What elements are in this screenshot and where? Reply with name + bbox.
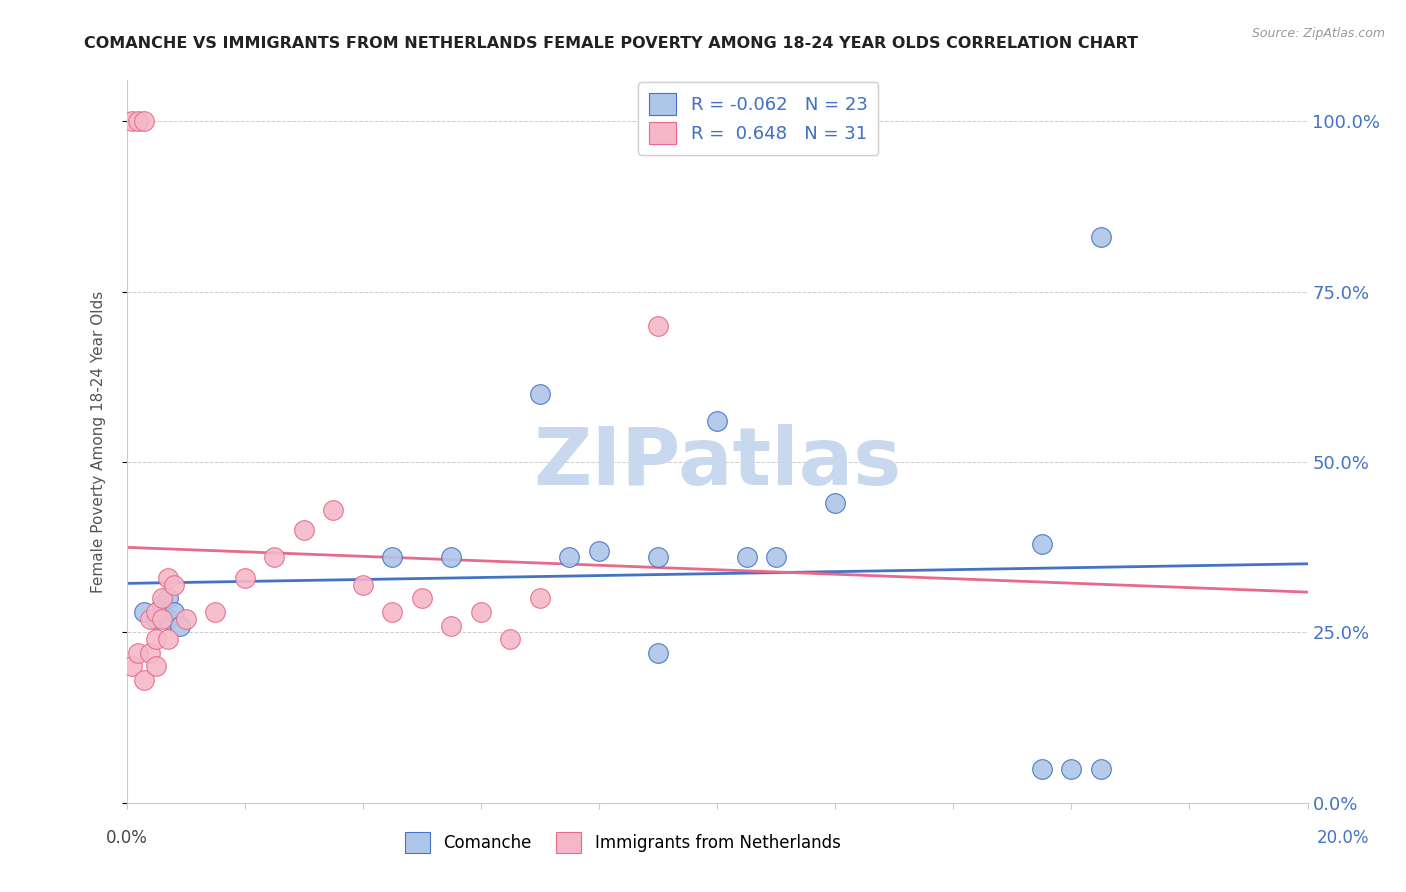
- Point: [150, 591, 173, 606]
- Point: [156, 612, 179, 626]
- Point: [411, 591, 433, 606]
- Point: [1031, 537, 1053, 551]
- Point: [440, 618, 463, 632]
- Point: [322, 502, 344, 516]
- Point: [139, 646, 162, 660]
- Point: [156, 632, 179, 647]
- Point: [134, 605, 156, 619]
- Point: [647, 646, 669, 660]
- Point: [156, 571, 179, 585]
- Point: [163, 577, 186, 591]
- Point: [529, 591, 551, 606]
- Point: [127, 114, 149, 128]
- Point: [134, 114, 156, 128]
- Point: [150, 598, 173, 612]
- Point: [169, 618, 191, 632]
- Point: [558, 550, 581, 565]
- Point: [150, 612, 173, 626]
- Point: [588, 543, 610, 558]
- Text: COMANCHE VS IMMIGRANTS FROM NETHERLANDS FEMALE POVERTY AMONG 18-24 YEAR OLDS COR: COMANCHE VS IMMIGRANTS FROM NETHERLANDS …: [84, 36, 1139, 51]
- Point: [145, 632, 167, 647]
- Point: [824, 496, 846, 510]
- Point: [381, 550, 404, 565]
- Point: [145, 612, 167, 626]
- Point: [263, 550, 285, 565]
- Point: [1031, 762, 1053, 776]
- Text: ZIPatlas: ZIPatlas: [533, 425, 901, 502]
- Point: [163, 605, 186, 619]
- Point: [121, 659, 143, 673]
- Point: [647, 318, 669, 333]
- Point: [1090, 762, 1112, 776]
- Point: [381, 605, 404, 619]
- Legend: R = -0.062   N = 23, R =  0.648   N = 31: R = -0.062 N = 23, R = 0.648 N = 31: [638, 82, 879, 155]
- Point: [1090, 230, 1112, 244]
- Text: Source: ZipAtlas.com: Source: ZipAtlas.com: [1251, 27, 1385, 40]
- Point: [121, 114, 143, 128]
- Point: [204, 605, 226, 619]
- Point: [134, 673, 156, 687]
- Point: [706, 414, 728, 428]
- Point: [647, 550, 669, 565]
- Point: [499, 632, 522, 647]
- Point: [735, 550, 758, 565]
- Point: [470, 605, 492, 619]
- Point: [1060, 762, 1083, 776]
- Point: [174, 612, 197, 626]
- Point: [127, 646, 149, 660]
- Text: 20.0%: 20.0%: [1316, 829, 1369, 847]
- Point: [765, 550, 787, 565]
- Y-axis label: Female Poverty Among 18-24 Year Olds: Female Poverty Among 18-24 Year Olds: [91, 291, 105, 592]
- Point: [440, 550, 463, 565]
- Point: [145, 659, 167, 673]
- Point: [156, 591, 179, 606]
- Text: 0.0%: 0.0%: [105, 829, 148, 847]
- Point: [292, 523, 315, 537]
- Legend: Comanche, Immigrants from Netherlands: Comanche, Immigrants from Netherlands: [398, 826, 848, 860]
- Point: [233, 571, 256, 585]
- Point: [139, 612, 162, 626]
- Point: [352, 577, 374, 591]
- Point: [145, 605, 167, 619]
- Point: [529, 387, 551, 401]
